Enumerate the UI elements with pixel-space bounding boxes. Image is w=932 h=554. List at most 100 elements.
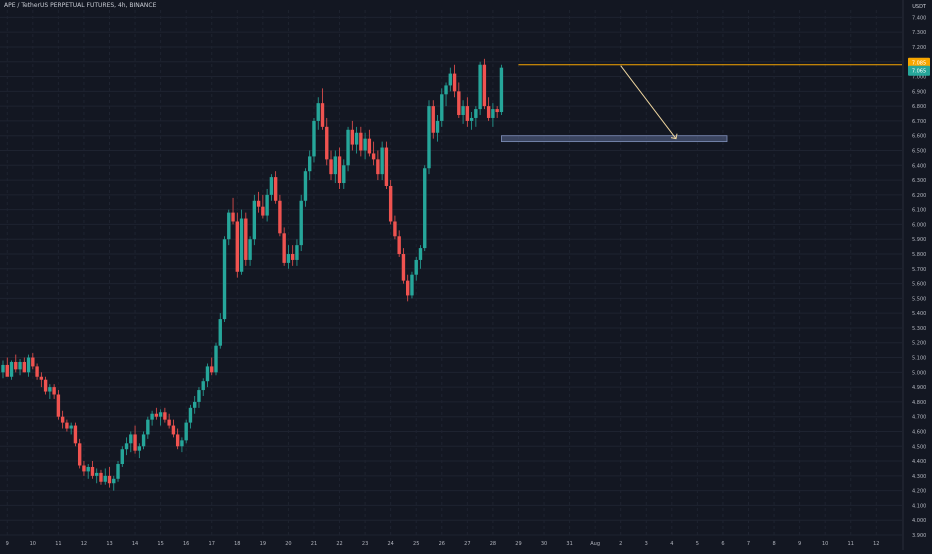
candle-body[interactable]: [133, 434, 137, 451]
candle-body[interactable]: [469, 117, 474, 121]
candle-body[interactable]: [154, 413, 159, 417]
candle-body[interactable]: [82, 465, 86, 472]
candle-body[interactable]: [239, 218, 244, 272]
candle-body[interactable]: [14, 361, 18, 370]
candle-body[interactable]: [286, 254, 291, 263]
candle-body[interactable]: [86, 466, 90, 472]
candle-body[interactable]: [320, 103, 325, 127]
candle-body[interactable]: [150, 413, 154, 420]
candle-body[interactable]: [146, 419, 150, 435]
candle-body[interactable]: [499, 67, 504, 113]
candle-body[interactable]: [342, 165, 346, 184]
candle-body[interactable]: [180, 440, 184, 447]
projection-arrow[interactable]: [620, 65, 677, 139]
candle-body[interactable]: [137, 446, 142, 451]
candle-body[interactable]: [218, 319, 222, 346]
candle-body[interactable]: [350, 129, 355, 145]
candle-body[interactable]: [316, 103, 320, 121]
candle-body[interactable]: [427, 106, 431, 169]
candle-body[interactable]: [388, 185, 393, 222]
candle-body[interactable]: [299, 200, 303, 246]
support-zone[interactable]: [501, 135, 728, 143]
candle-body[interactable]: [337, 156, 342, 184]
candle-body[interactable]: [384, 147, 389, 186]
candle-body[interactable]: [248, 239, 252, 260]
candle-body[interactable]: [269, 177, 274, 195]
candle-body[interactable]: [43, 379, 48, 392]
candle-body[interactable]: [31, 357, 35, 367]
candle-body[interactable]: [478, 64, 482, 110]
candle-body[interactable]: [184, 422, 188, 441]
candle-body[interactable]: [273, 177, 278, 201]
candle-body[interactable]: [9, 361, 14, 377]
candle-body[interactable]: [461, 106, 465, 115]
candle-body[interactable]: [414, 259, 418, 275]
candle-body[interactable]: [69, 425, 73, 429]
candle-body[interactable]: [308, 156, 312, 172]
candle-body[interactable]: [112, 478, 116, 484]
candle-body[interactable]: [56, 394, 61, 417]
candle-body[interactable]: [325, 126, 329, 160]
candle-body[interactable]: [354, 132, 359, 145]
candle-body[interactable]: [22, 361, 26, 373]
candle-body[interactable]: [491, 109, 495, 118]
candle-body[interactable]: [423, 168, 427, 249]
candle-body[interactable]: [52, 387, 56, 395]
candle-body[interactable]: [431, 106, 435, 133]
candle-body[interactable]: [103, 475, 107, 482]
candle-body[interactable]: [65, 422, 69, 429]
candle-body[interactable]: [486, 106, 491, 118]
candle-body[interactable]: [444, 85, 448, 95]
candle-body[interactable]: [210, 366, 214, 373]
candle-body[interactable]: [261, 206, 265, 216]
candle-body[interactable]: [188, 407, 193, 423]
candle-body[interactable]: [376, 159, 380, 175]
candle-body[interactable]: [95, 472, 99, 476]
candle-body[interactable]: [393, 221, 397, 237]
candle-body[interactable]: [295, 245, 299, 260]
candle-body[interactable]: [410, 274, 414, 296]
candle-body[interactable]: [397, 236, 401, 255]
candle-body[interactable]: [18, 361, 22, 370]
candle-body[interactable]: [205, 366, 210, 382]
candle-body[interactable]: [99, 472, 103, 482]
candle-body[interactable]: [256, 200, 261, 207]
candle-body[interactable]: [171, 425, 176, 435]
candle-body[interactable]: [252, 200, 257, 240]
candle-body[interactable]: [158, 412, 163, 417]
candle-body[interactable]: [90, 466, 95, 476]
candle-body[interactable]: [214, 345, 218, 373]
candle-body[interactable]: [367, 138, 372, 154]
candle-body[interactable]: [371, 153, 376, 160]
candle-body[interactable]: [26, 357, 31, 373]
candle-body[interactable]: [495, 109, 499, 113]
candle-body[interactable]: [193, 401, 197, 408]
candle-body[interactable]: [1, 364, 5, 373]
candle-body[interactable]: [244, 218, 248, 260]
candle-body[interactable]: [482, 64, 487, 107]
candle-body[interactable]: [346, 129, 350, 166]
candle-body[interactable]: [77, 443, 82, 466]
candle-body[interactable]: [73, 425, 78, 444]
candle-body[interactable]: [48, 387, 52, 392]
candle-body[interactable]: [457, 91, 461, 115]
candle-body[interactable]: [465, 106, 470, 121]
candle-body[interactable]: [448, 73, 452, 86]
candle-body[interactable]: [380, 147, 384, 175]
candle-body[interactable]: [5, 364, 9, 377]
candle-body[interactable]: [303, 171, 308, 201]
candle-body[interactable]: [141, 434, 146, 447]
candle-body[interactable]: [401, 254, 406, 281]
candle-body[interactable]: [39, 376, 44, 380]
candle-body[interactable]: [474, 109, 478, 118]
candle-body[interactable]: [440, 94, 444, 121]
candle-body[interactable]: [163, 412, 167, 420]
candle-body[interactable]: [167, 419, 171, 426]
candle-body[interactable]: [418, 248, 423, 260]
candle-body[interactable]: [129, 434, 133, 444]
candle-body[interactable]: [282, 233, 286, 263]
candle-body[interactable]: [201, 381, 205, 391]
candle-body[interactable]: [120, 449, 124, 465]
candle-body[interactable]: [312, 120, 316, 157]
